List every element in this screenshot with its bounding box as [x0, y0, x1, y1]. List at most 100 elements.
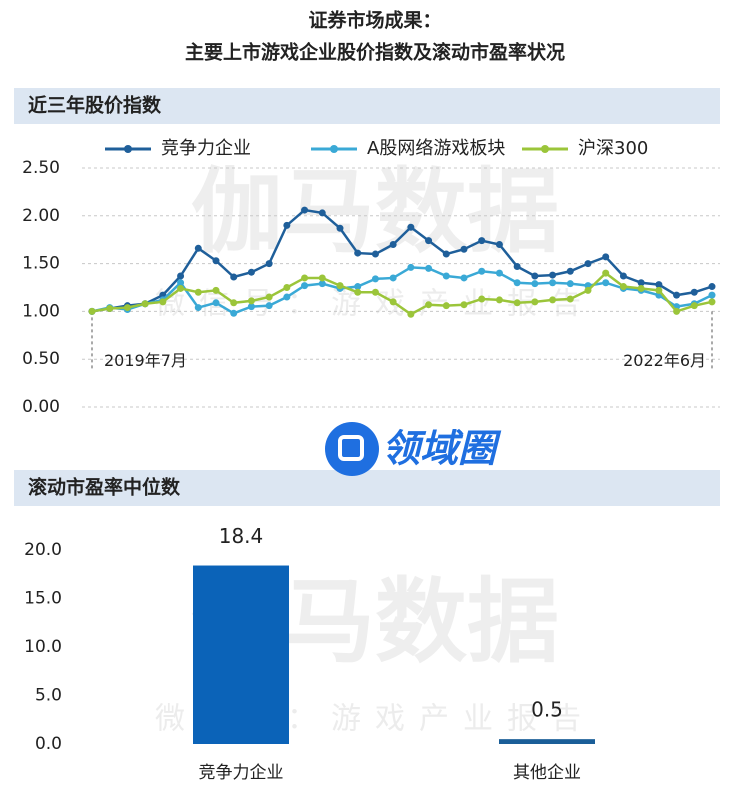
point [566, 267, 574, 275]
page-title: 证券市场成果： [308, 9, 441, 32]
point [513, 299, 521, 307]
point [549, 296, 557, 304]
point [531, 272, 539, 280]
point [637, 284, 645, 292]
point [265, 260, 273, 268]
point [425, 237, 433, 245]
point [407, 223, 415, 231]
y-tick-label: 1.00 [22, 301, 60, 321]
y-tick-label: 10.0 [24, 637, 62, 657]
value-label: 18.4 [219, 524, 264, 548]
legend-label: A股网络游戏板块 [367, 138, 505, 159]
watermark: 伽马数据 [191, 158, 559, 265]
point [301, 282, 309, 290]
point [177, 284, 185, 292]
y-tick-label: 0.50 [22, 349, 60, 369]
point [566, 280, 574, 288]
point [425, 301, 433, 309]
point [655, 286, 663, 294]
point [354, 288, 362, 296]
legend-label: 沪深300 [578, 138, 648, 159]
point [425, 264, 433, 272]
point [708, 291, 716, 299]
point [265, 302, 273, 310]
point [478, 237, 486, 245]
point [230, 309, 238, 317]
bar [499, 739, 595, 744]
logo-icon [338, 435, 364, 461]
point [212, 299, 220, 307]
point [318, 209, 326, 217]
point [283, 293, 291, 301]
point [301, 206, 309, 214]
point [371, 250, 379, 258]
point [566, 295, 574, 303]
point [531, 280, 539, 288]
point [371, 275, 379, 283]
point [513, 262, 521, 270]
point [283, 284, 291, 291]
point [690, 302, 698, 310]
point [495, 269, 503, 277]
point [460, 301, 468, 309]
point [212, 286, 220, 294]
y-tick-label: 5.0 [35, 686, 62, 706]
point [88, 307, 96, 315]
point [194, 304, 202, 312]
y-tick-label: 1.50 [22, 254, 60, 274]
point [442, 272, 450, 280]
point [247, 297, 255, 305]
y-tick-label: 2.50 [22, 158, 60, 178]
point [655, 281, 663, 289]
value-label: 0.5 [531, 698, 563, 722]
point [495, 240, 503, 248]
point [141, 300, 149, 308]
point [549, 279, 557, 287]
point [619, 272, 627, 280]
point [212, 257, 220, 265]
point [495, 296, 503, 304]
point [690, 288, 698, 296]
section-band [14, 88, 720, 124]
x-tick-label: 2022年6月 [623, 351, 706, 370]
point [442, 302, 450, 310]
point [478, 295, 486, 303]
x-tick-label: 竞争力企业 [199, 763, 284, 783]
point [584, 260, 592, 268]
y-tick-label: 0.00 [22, 397, 60, 417]
point [407, 263, 415, 271]
series-line [91, 208, 713, 313]
point [247, 268, 255, 276]
point [123, 304, 131, 312]
point [230, 273, 238, 281]
y-tick-label: 15.0 [24, 589, 62, 609]
point [194, 244, 202, 252]
section-band [14, 470, 720, 506]
page-title: 主要上市游戏企业股价指数及滚动市盈率状况 [185, 41, 565, 64]
point [371, 288, 379, 296]
point [301, 274, 309, 282]
point [177, 279, 185, 287]
point [230, 299, 238, 307]
point [354, 283, 362, 291]
point [389, 240, 397, 248]
point [159, 298, 167, 306]
point [602, 269, 610, 277]
point [318, 280, 326, 288]
point [106, 305, 114, 313]
point [460, 274, 468, 282]
point [673, 307, 681, 315]
point [336, 224, 344, 232]
point [283, 221, 291, 229]
logo: 领域圈 [325, 422, 502, 476]
point [247, 303, 255, 311]
point [637, 279, 645, 287]
point [602, 279, 610, 287]
point [549, 271, 557, 279]
point [389, 274, 397, 282]
logo-icon [325, 422, 379, 476]
logo-text: 领域圈 [382, 427, 502, 471]
point [265, 293, 273, 301]
point [460, 245, 468, 253]
